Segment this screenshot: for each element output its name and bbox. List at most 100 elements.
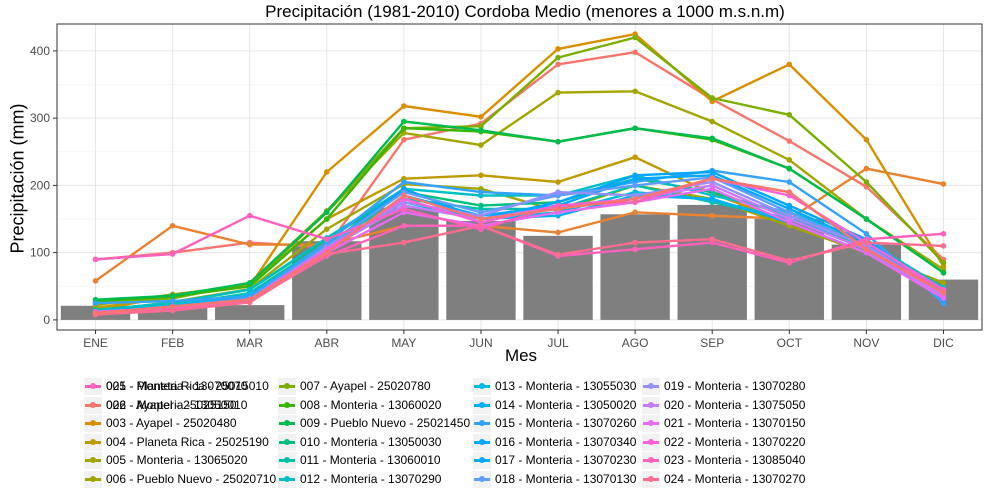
legend-key [278, 378, 296, 395]
series-line [95, 224, 944, 316]
series-point [863, 239, 870, 246]
series-point [478, 216, 484, 222]
legend-key-point [648, 457, 654, 463]
series-line [95, 169, 945, 305]
x-tick-label: ENE [83, 336, 108, 350]
series-point [169, 251, 176, 257]
series-point [555, 229, 561, 236]
bar-MAR [215, 305, 285, 320]
series-point [709, 212, 716, 219]
series-point [555, 89, 561, 96]
legend-key-point [648, 420, 654, 426]
series-point [401, 136, 407, 143]
legend-key [84, 378, 102, 395]
legend-key-point [479, 438, 485, 445]
legend-label: 017 - Monteria - 13070230 [495, 453, 637, 467]
legend-label: 019 - Monteria - 13070280 [664, 379, 806, 393]
legend-key [473, 396, 491, 414]
legend-key [278, 415, 296, 432]
series-point [632, 154, 638, 160]
series-lines [92, 31, 947, 318]
y-tick-label: 300 [30, 111, 50, 125]
series-point [709, 175, 716, 182]
series-point [323, 236, 330, 243]
series-point [786, 165, 793, 172]
series-point [709, 95, 716, 101]
series-point [555, 61, 561, 68]
legend-key [642, 396, 660, 414]
legend-key [278, 396, 296, 414]
x-tick-label: MAR [236, 336, 263, 350]
legend-label: 012 - Monteria - 13070290 [300, 471, 442, 486]
series-point [555, 179, 561, 185]
series-point [92, 256, 99, 263]
series-point [401, 118, 407, 125]
series-line [95, 51, 945, 261]
series-point [786, 179, 793, 185]
series-point [401, 239, 407, 246]
panel-border [56, 23, 983, 331]
legend-label: 014 - Monteria - 13050020 [495, 397, 637, 412]
legend-key [642, 378, 660, 395]
legend-label: 025 - Monteria - 13070070 [106, 379, 248, 393]
axes: 0 100 200 300 400 ENE FEB MAR ABR MAY JUN JUL AGO SEP… [30, 23, 983, 350]
series-point [478, 226, 484, 232]
series-point [709, 135, 716, 142]
series-point [555, 138, 561, 145]
series-point [940, 290, 947, 296]
series-point [786, 61, 793, 68]
series-point [246, 212, 253, 219]
series-point [401, 103, 407, 109]
legend-key-point [648, 475, 654, 482]
series-point [323, 216, 330, 222]
y-tick-label: 100 [30, 246, 50, 260]
series-point [632, 196, 638, 202]
legend-label: 002 - Ayapel - 25025150 [106, 397, 237, 412]
series-point [169, 222, 176, 229]
plot-panel [57, 24, 982, 330]
series-point [169, 292, 176, 299]
legend-key [278, 470, 296, 488]
legend-key-point [90, 438, 96, 445]
legend-label: 023 - Monteria - 13085040 [664, 453, 806, 467]
legend-key [473, 470, 491, 488]
legend-key-point [284, 383, 290, 389]
series-point [246, 241, 253, 248]
series-point [632, 88, 638, 95]
legend-key [642, 470, 660, 488]
legend-key [473, 452, 491, 469]
legend-label: 013 - Monteria - 13055030 [495, 379, 637, 393]
legend-label: 018 - Monteria - 13070130 [495, 471, 637, 486]
legend-label: 010 - Monteria - 13050030 [300, 434, 442, 449]
series-point [940, 270, 947, 276]
legend-label: 022 - Monteria - 13070220 [664, 434, 806, 449]
series-9 [92, 118, 947, 303]
x-tick-label: NOV [853, 336, 879, 350]
legend-key [473, 415, 491, 432]
legend-key [84, 415, 102, 432]
series-point [709, 196, 716, 202]
x-tick-label: MAY [391, 336, 416, 350]
legend-label: 007 - Ayapel - 25020780 [300, 379, 431, 393]
series-point [401, 125, 407, 132]
series-point [323, 209, 330, 216]
legend-key-point [479, 383, 485, 389]
legend-key [278, 433, 296, 451]
series-point [632, 239, 638, 246]
series-point [863, 183, 870, 190]
legend-label: 011 - Monteria - 13060010 [300, 453, 441, 467]
series-point [478, 142, 484, 148]
series-point [323, 169, 330, 175]
legend-key-point [648, 383, 654, 389]
bar-AGO [600, 214, 670, 320]
series-line [95, 177, 945, 315]
series-point [478, 172, 484, 179]
series-point [323, 249, 330, 256]
bar-JUL [523, 235, 593, 320]
legend-key [84, 433, 102, 451]
series-point [478, 123, 484, 130]
legend-label: 006 - Pueblo Nuevo - 25020710 [106, 471, 277, 486]
legend-label: 003 - Ayapel - 25020480 [106, 416, 237, 430]
y-tick-label: 400 [30, 44, 50, 58]
